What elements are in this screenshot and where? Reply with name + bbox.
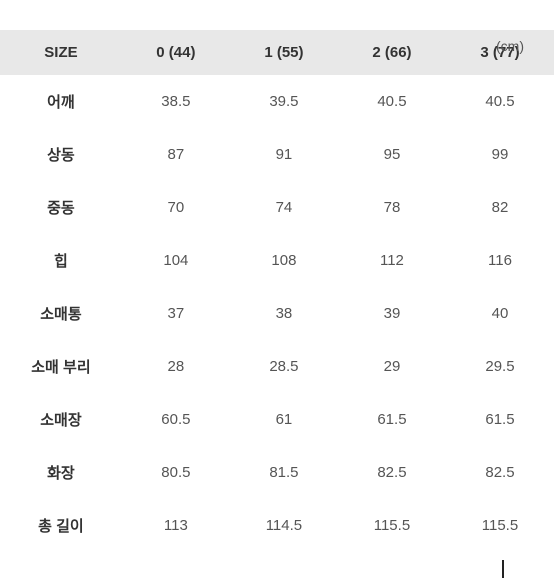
table-cell: 40.5 xyxy=(446,75,554,128)
table-cell: 37 xyxy=(122,287,230,340)
table-cell: 39.5 xyxy=(230,75,338,128)
table-row: 소매장60.56161.561.5 xyxy=(0,393,554,446)
table-header-cell: 2 (66) xyxy=(338,30,446,75)
table-cell: 61.5 xyxy=(446,393,554,446)
table-cell: 116 xyxy=(446,234,554,287)
table-cell: 힙 xyxy=(0,234,122,287)
size-chart-table: SIZE 0 (44) 1 (55) 2 (66) 3 (77) 어깨38.53… xyxy=(0,30,554,552)
table-cell: 38.5 xyxy=(122,75,230,128)
table-cell: 28.5 xyxy=(230,340,338,393)
table-cell: 81.5 xyxy=(230,446,338,499)
table-cell: 상동 xyxy=(0,128,122,181)
table-cell: 29 xyxy=(338,340,446,393)
table-cell: 104 xyxy=(122,234,230,287)
table-cell: 74 xyxy=(230,181,338,234)
table-cell: 114.5 xyxy=(230,499,338,552)
table-cell: 99 xyxy=(446,128,554,181)
table-cell: 115.5 xyxy=(338,499,446,552)
table-cell: 82.5 xyxy=(338,446,446,499)
table-cell: 70 xyxy=(122,181,230,234)
table-row: 소매통37383940 xyxy=(0,287,554,340)
table-cell: 61 xyxy=(230,393,338,446)
unit-label: (cm) xyxy=(496,38,524,54)
table-cell: 소매 부리 xyxy=(0,340,122,393)
table-row: 힙104108112116 xyxy=(0,234,554,287)
table-row: 소매 부리2828.52929.5 xyxy=(0,340,554,393)
table-cell: 화장 xyxy=(0,446,122,499)
table-cell: 중동 xyxy=(0,181,122,234)
table-cell: 80.5 xyxy=(122,446,230,499)
table-cell: 78 xyxy=(338,181,446,234)
table-cell: 82.5 xyxy=(446,446,554,499)
table-cell: 38 xyxy=(230,287,338,340)
table-header-row: SIZE 0 (44) 1 (55) 2 (66) 3 (77) xyxy=(0,30,554,75)
table-cell: 39 xyxy=(338,287,446,340)
text-cursor-icon xyxy=(502,560,504,578)
table-cell: 총 길이 xyxy=(0,499,122,552)
table-cell: 115.5 xyxy=(446,499,554,552)
table-cell: 108 xyxy=(230,234,338,287)
table-cell: 어깨 xyxy=(0,75,122,128)
table-header-cell: 1 (55) xyxy=(230,30,338,75)
table-cell: 91 xyxy=(230,128,338,181)
table-cell: 95 xyxy=(338,128,446,181)
table-cell: 29.5 xyxy=(446,340,554,393)
table-row: 화장80.581.582.582.5 xyxy=(0,446,554,499)
table-body: 어깨38.539.540.540.5상동87919599중동70747882힙1… xyxy=(0,75,554,552)
table-cell: 28 xyxy=(122,340,230,393)
table-cell: 40 xyxy=(446,287,554,340)
table-cell: 40.5 xyxy=(338,75,446,128)
table-cell: 61.5 xyxy=(338,393,446,446)
table-cell: 87 xyxy=(122,128,230,181)
table-header-cell: SIZE xyxy=(0,30,122,75)
table-row: 어깨38.539.540.540.5 xyxy=(0,75,554,128)
table-cell: 112 xyxy=(338,234,446,287)
table-cell: 60.5 xyxy=(122,393,230,446)
table-row: 중동70747882 xyxy=(0,181,554,234)
table-cell: 113 xyxy=(122,499,230,552)
table-header-cell: 0 (44) xyxy=(122,30,230,75)
table-cell: 82 xyxy=(446,181,554,234)
table-cell: 소매장 xyxy=(0,393,122,446)
table-cell: 소매통 xyxy=(0,287,122,340)
table-row: 상동87919599 xyxy=(0,128,554,181)
table-row: 총 길이113114.5115.5115.5 xyxy=(0,499,554,552)
